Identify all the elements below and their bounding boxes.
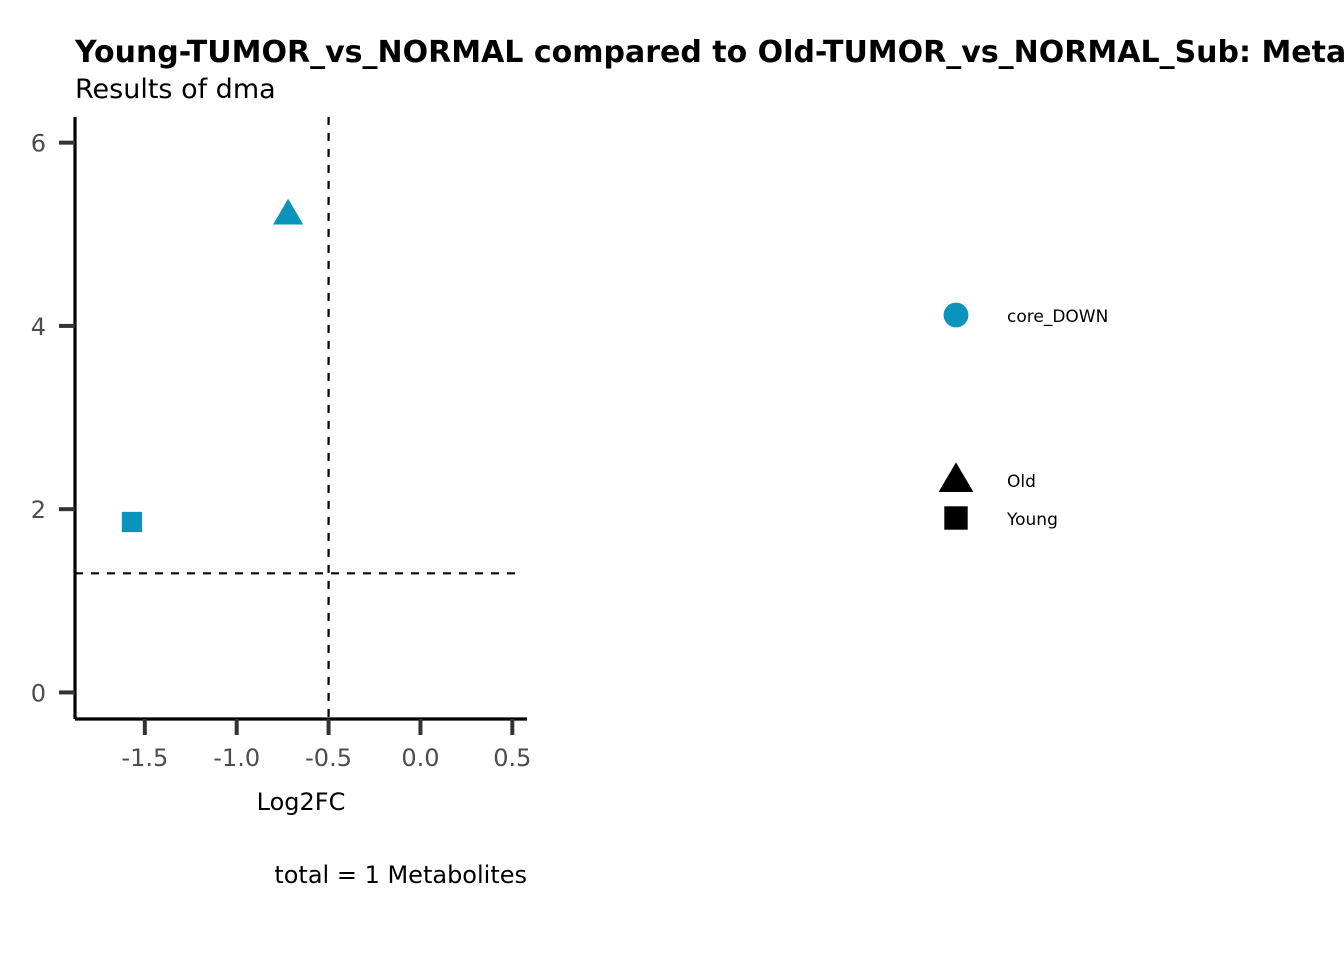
x-tick-label: 0.0 <box>401 744 439 772</box>
y-tick-label: 6 <box>31 130 46 158</box>
y-tick-label: 2 <box>31 496 46 524</box>
y-tick-label: 4 <box>31 313 46 341</box>
legend-label: Young <box>1006 510 1058 530</box>
x-tick-label: -0.5 <box>305 744 352 772</box>
chart-title: Young-TUMOR_vs_NORMAL compared to Old-TU… <box>74 35 1344 70</box>
legend-label: Old <box>1007 472 1036 492</box>
y-axis-ticks: 0 2 4 6 <box>31 130 75 707</box>
x-tick-label: -1.5 <box>121 744 168 772</box>
x-axis-ticks: -1.5 -1.0 -0.5 0.0 0.5 <box>121 719 531 772</box>
data-point-young <box>121 511 143 533</box>
x-tick-label: 0.5 <box>493 744 531 772</box>
chart-caption: total = 1 Metabolites <box>274 861 527 889</box>
axes <box>73 117 527 721</box>
legend-symbol-young <box>944 506 968 530</box>
chart-subtitle: Results of dma <box>75 74 276 105</box>
legend-symbol-old <box>938 462 974 492</box>
x-axis-title: Log2FC <box>257 788 346 816</box>
data-points <box>121 198 304 533</box>
data-point-old <box>273 198 304 225</box>
legend-label: core_DOWN <box>1007 307 1108 327</box>
y-tick-label: 0 <box>31 679 46 707</box>
legend: core_DOWN Old Young <box>938 302 1108 530</box>
x-tick-label: -1.0 <box>213 744 260 772</box>
legend-symbol-core-down <box>943 302 969 328</box>
reference-lines <box>75 117 520 719</box>
